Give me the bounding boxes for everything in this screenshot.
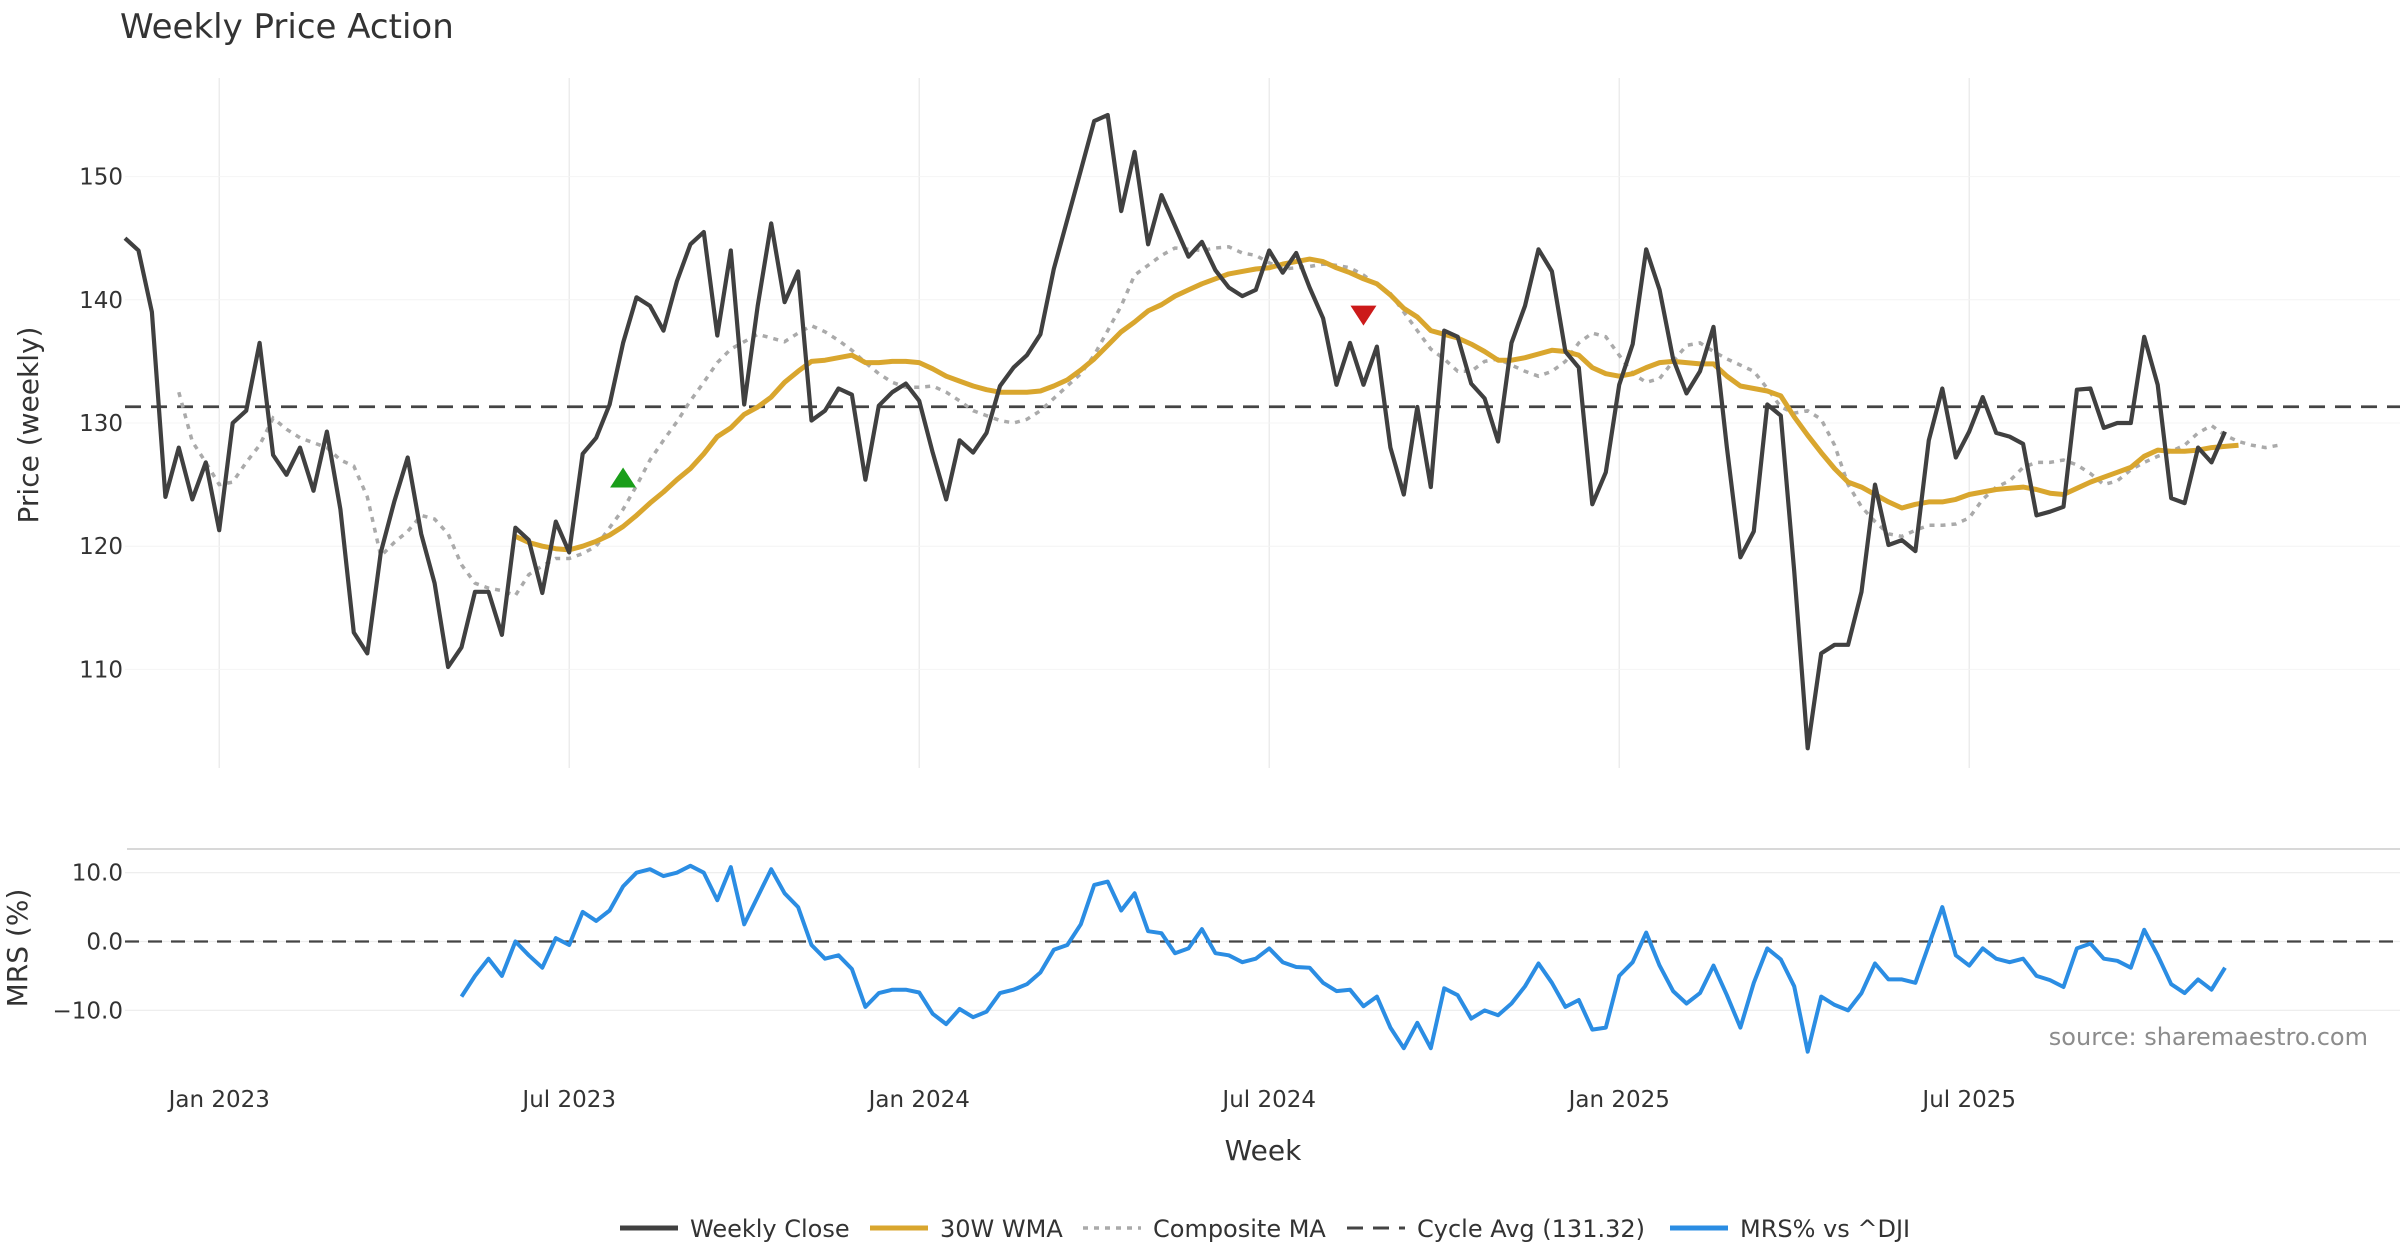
wma-30w-line [514, 256, 2239, 553]
price-y-ticks: 110 120 130 140 150 [79, 165, 123, 684]
price-y-tick-label: 110 [79, 657, 123, 683]
x-axis-label: Week [1225, 1134, 1302, 1167]
x-tick-label: Jul 2024 [1220, 1087, 1316, 1113]
legend-label: Composite MA [1153, 1215, 1326, 1243]
price-y-tick-label: 140 [79, 288, 123, 314]
price-y-axis-label: Price (weekly) [12, 327, 45, 524]
price-y-tick-label: 150 [79, 165, 123, 191]
mrs-y-tick-label: 10.0 [72, 861, 123, 887]
mrs-y-tick-label: 0.0 [86, 930, 123, 956]
legend-label: Weekly Close [690, 1215, 850, 1243]
x-tick-label: Jul 2025 [1920, 1087, 2016, 1113]
x-ticks: Jan 2023 Jul 2023 Jan 2024 Jul 2024 Jan 2025… [167, 1087, 2016, 1113]
legend-label: 30W WMA [940, 1215, 1063, 1243]
mrs-line [459, 863, 2227, 1054]
x-tick-label: Jan 2023 [167, 1087, 270, 1113]
price-panel: 110 120 130 140 150 Price (weekly) [12, 78, 2400, 768]
composite-ma-line [177, 245, 2280, 598]
legend-label: Cycle Avg (131.32) [1417, 1215, 1645, 1243]
price-gridlines [125, 78, 2400, 768]
mrs-panel: 10.0 0.0 −10.0 MRS (%) source: sharemaestr… [1, 861, 2400, 1054]
x-tick-label: Jan 2024 [867, 1087, 970, 1113]
sell-signal-marker [1350, 305, 1377, 326]
weekly-close-line [123, 112, 2227, 751]
legend-label: MRS% vs ^DJI [1740, 1215, 1910, 1243]
chart-title: Weekly Price Action [120, 7, 454, 47]
x-tick-label: Jul 2023 [520, 1087, 616, 1113]
source-note: source: sharemaestro.com [2049, 1023, 2368, 1051]
price-y-tick-label: 130 [79, 411, 123, 437]
mrs-y-ticks: 10.0 0.0 −10.0 [53, 861, 123, 1025]
mrs-y-axis-label: MRS (%) [1, 889, 34, 1008]
buy-signal-marker [610, 467, 637, 488]
price-y-tick-label: 120 [79, 534, 123, 560]
mrs-y-tick-label: −10.0 [53, 998, 123, 1024]
legend: Weekly Close 30W WMA Composite MA Cycle Avg… [620, 1215, 1910, 1243]
x-tick-label: Jan 2025 [1567, 1087, 1670, 1113]
